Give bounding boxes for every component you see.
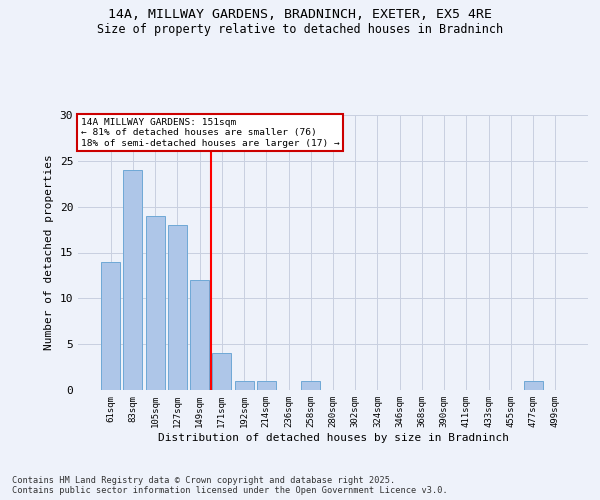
Bar [190,280,209,390]
Text: 14A, MILLWAY GARDENS, BRADNINCH, EXETER, EX5 4RE: 14A, MILLWAY GARDENS, BRADNINCH, EXETER,… [108,8,492,20]
Bar [212,354,231,390]
Bar [101,262,120,390]
Bar [124,170,142,390]
Bar [524,381,542,390]
Bar [235,381,254,390]
Text: 14A MILLWAY GARDENS: 151sqm
← 81% of detached houses are smaller (76)
18% of sem: 14A MILLWAY GARDENS: 151sqm ← 81% of det… [80,118,340,148]
Bar [257,381,276,390]
Bar [301,381,320,390]
Bar [146,216,164,390]
X-axis label: Distribution of detached houses by size in Bradninch: Distribution of detached houses by size … [157,432,509,442]
Bar [168,225,187,390]
Text: Size of property relative to detached houses in Bradninch: Size of property relative to detached ho… [97,22,503,36]
Y-axis label: Number of detached properties: Number of detached properties [44,154,54,350]
Text: Contains HM Land Registry data © Crown copyright and database right 2025.
Contai: Contains HM Land Registry data © Crown c… [12,476,448,495]
